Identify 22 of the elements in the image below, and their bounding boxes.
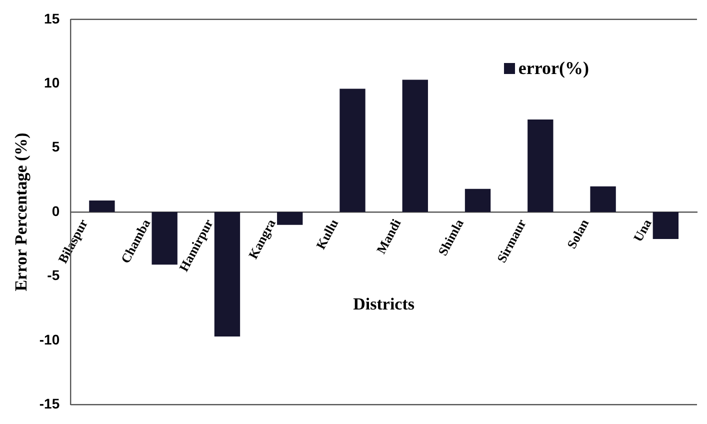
bar xyxy=(340,88,366,212)
y-tick-label: -15 xyxy=(39,395,60,412)
y-tick-label: -10 xyxy=(39,331,60,348)
bar xyxy=(402,80,428,212)
y-axis-title: Error Percentage (%) xyxy=(12,132,31,292)
x-tick-label: Solan xyxy=(564,216,592,252)
bar xyxy=(277,212,303,225)
bar xyxy=(464,188,491,212)
bar xyxy=(590,186,616,212)
bar xyxy=(528,120,554,212)
bar xyxy=(214,212,240,337)
x-tick-label: Una xyxy=(630,216,655,244)
y-tick-label: -5 xyxy=(47,267,60,284)
legend-label: error(%) xyxy=(518,58,589,79)
bar xyxy=(652,212,679,239)
bar xyxy=(89,200,115,212)
x-axis-title: Districts xyxy=(353,294,415,314)
y-tick-label: 15 xyxy=(44,10,60,26)
y-tick-label: 10 xyxy=(44,74,60,90)
y-tick-label: 0 xyxy=(52,202,60,219)
y-tick-label: 5 xyxy=(52,138,60,155)
bar xyxy=(152,212,178,265)
